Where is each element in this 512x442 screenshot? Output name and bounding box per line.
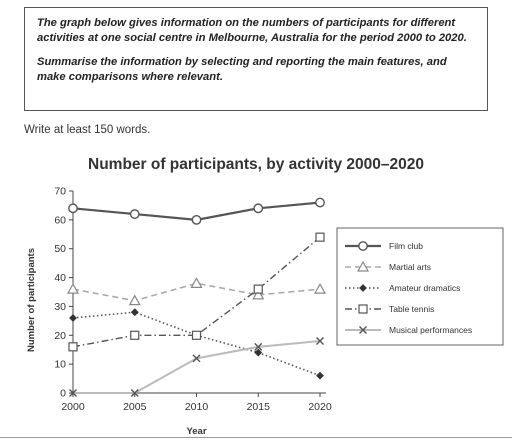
x-marker-stroke [69, 389, 77, 397]
series-4-point [253, 284, 263, 294]
x-marker-stroke [359, 326, 367, 334]
legend-label: Film club [389, 241, 423, 251]
task-paragraph-1: The graph below gives information on the… [37, 17, 467, 44]
y-tick-label: 40 [54, 272, 66, 284]
series-3-point [316, 371, 324, 380]
x-axis-label: Year [186, 426, 206, 437]
chart-title: Number of participants, by activity 2000… [88, 156, 424, 173]
y-axis-label: Number of participants [26, 248, 37, 352]
series-4-point [68, 342, 78, 352]
legend-swatch-marker [359, 326, 367, 334]
bottom-divider [0, 437, 512, 438]
legend-swatch-marker [358, 304, 368, 314]
series-1-point [253, 203, 264, 214]
y-tick-label: 70 [54, 186, 66, 198]
y-tick-label: 10 [54, 359, 66, 371]
series-line-3 [72, 311, 321, 377]
series-4-point [191, 330, 202, 340]
series-1-point [129, 209, 140, 219]
x-tick-label: 2010 [185, 401, 209, 413]
x-marker-stroke [192, 354, 201, 363]
series-1-point [315, 197, 325, 208]
legend-swatch-marker [358, 241, 368, 251]
series-2-point [66, 282, 80, 294]
word-count-instruction: Write at least 150 words. [24, 124, 151, 136]
series-5-point [254, 342, 263, 351]
y-tick-label: 30 [54, 301, 66, 313]
y-tick-label: 50 [54, 243, 66, 255]
chart-series-markers [66, 197, 327, 397]
x-tick-label: 2000 [61, 401, 85, 413]
y-tick-label: 60 [54, 214, 66, 226]
series-2-point [313, 282, 327, 294]
series-2-point [128, 294, 141, 306]
series-line-5 [73, 340, 321, 394]
series-5-point [192, 354, 201, 363]
x-marker-stroke [130, 389, 139, 397]
series-line-4 [72, 236, 321, 348]
series-3-point [69, 314, 77, 322]
legend-swatch-marker [356, 260, 370, 272]
legend-label: Martial arts [389, 262, 431, 272]
x-marker-stroke [254, 342, 263, 351]
x-tick-label: 2015 [247, 401, 271, 413]
y-tick-label: 20 [54, 330, 66, 342]
x-tick-label: 2005 [123, 401, 147, 413]
y-tick-label: 0 [60, 388, 66, 400]
legend-label: Table tennis [389, 304, 434, 314]
series-3-point [130, 308, 139, 317]
series-3-point [254, 348, 263, 357]
legend-label: Musical performances [389, 325, 472, 335]
chart-axes: 0 10 20 30 40 50 60 70 2000 2005 2010 2015 2020 Year N… [26, 186, 332, 438]
legend-swatch-marker [359, 284, 367, 292]
series-1-point [191, 214, 202, 225]
legend-label: Amateur dramatics [389, 283, 460, 293]
series-2-point [190, 277, 203, 288]
series-4-point [315, 232, 325, 242]
task-paragraph-2: Summarise the information by selecting a… [37, 56, 447, 83]
x-marker-stroke [316, 337, 324, 346]
x-tick-label: 2020 [308, 401, 332, 413]
series-1-point [68, 203, 78, 214]
chart-legend: Film club Martial arts Amateur dramatics Ta… [336, 227, 504, 346]
series-line-2 [72, 282, 321, 302]
task-prompt-box: The graph below gives information on the… [24, 7, 488, 111]
series-5-point [316, 337, 324, 346]
chart-series-lines [72, 201, 321, 394]
series-5-point [130, 389, 139, 397]
series-5-point [69, 389, 77, 397]
series-4-point [130, 330, 140, 340]
series-2-point [252, 288, 265, 300]
